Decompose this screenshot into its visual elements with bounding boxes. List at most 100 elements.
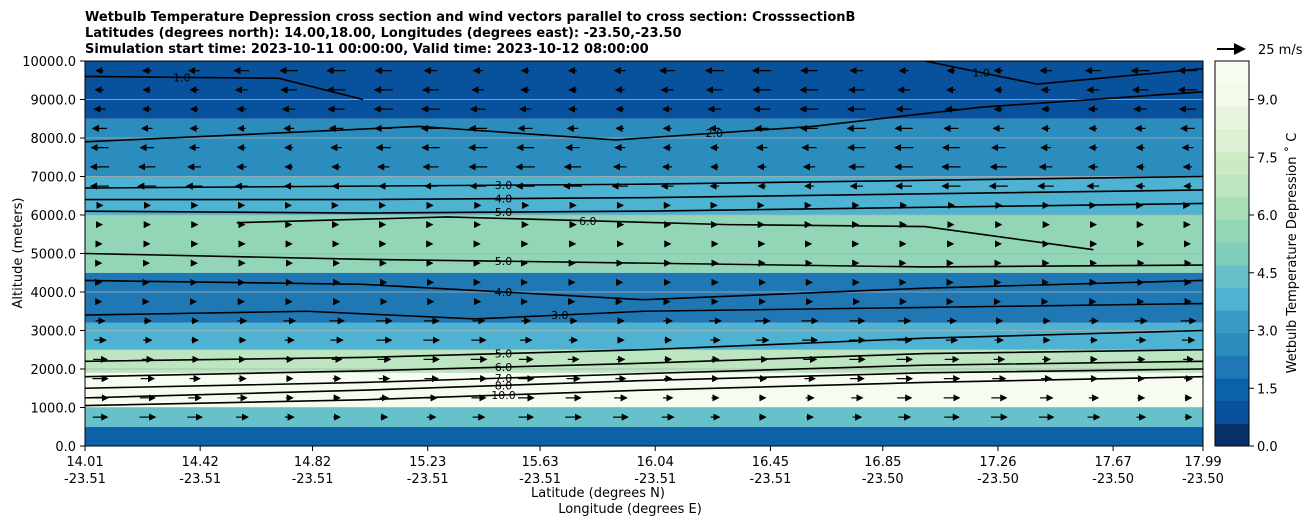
contour-label-11: 3.0	[495, 179, 513, 192]
x-tick-label-lat-10: 17.99	[1184, 455, 1221, 470]
contour-line-10	[85, 189, 1203, 201]
contour-label-12: 2.0	[705, 127, 723, 140]
colorbar-segment-4	[1215, 332, 1249, 356]
x-tick-label-lon-0: -23.51	[64, 472, 106, 487]
shading-band-5	[85, 272, 1203, 323]
contour-line-11	[85, 175, 1203, 189]
y-tick-label-2: 2000.0	[31, 363, 77, 378]
x-tick-label-lat-5: 16.04	[637, 455, 674, 470]
x-tick-label-lat-7: 16.85	[864, 455, 901, 470]
colorbar-segment-15	[1215, 83, 1249, 107]
contour-label-4: 5.0	[495, 348, 513, 361]
colorbar-segment-8	[1215, 242, 1249, 266]
y-tick-label-3: 3000.0	[31, 325, 77, 340]
colorbar-segment-0	[1215, 423, 1249, 447]
contour-label-13: 1.0	[173, 71, 191, 84]
x-tick-label-lat-6: 16.45	[752, 455, 789, 470]
colorbar-segment-2	[1215, 378, 1249, 402]
chart-title-line-2: Latitudes (degrees north): 14.00,18.00, …	[85, 26, 682, 41]
colorbar-segment-1	[1215, 400, 1249, 424]
contour-label-7: 5.0	[495, 255, 513, 268]
x-tick-label-lat-0: 14.01	[66, 455, 103, 470]
colorbar-segment-11	[1215, 174, 1249, 198]
colorbar-tick-label-3: 4.5	[1257, 267, 1278, 282]
contour-line-13	[85, 75, 364, 101]
colorbar-tick-label-1: 1.5	[1257, 382, 1278, 397]
plot-area: 10.08.07.06.05.03.04.05.06.05.04.03.02.0…	[84, 60, 1204, 447]
x-tick-label-lon-2: -23.51	[292, 472, 334, 487]
colorbar-segment-14	[1215, 106, 1249, 130]
x-tick-label-lon-4: -23.51	[519, 472, 561, 487]
colorbar: 0.0 1.5 3.0 4.5 6.0 7.5 9.0	[1214, 60, 1278, 455]
colorbar-tick-label-5: 7.5	[1257, 151, 1278, 166]
contour-line-7	[85, 252, 1203, 268]
colorbar-label: Wetbulb Temperature Depression ˚ C	[1284, 133, 1300, 374]
colorbar-segment-10	[1215, 196, 1249, 221]
y-tick-label-8: 8000.0	[31, 132, 77, 147]
y-tick-label-10: 10000.0	[22, 55, 76, 70]
shading-band-3	[85, 349, 1203, 373]
contour-line-0	[85, 375, 1203, 407]
shading-band-4	[85, 322, 1203, 350]
shading-band-6	[85, 215, 1203, 273]
contour-label-1: 8.0	[495, 379, 513, 392]
contour-label-10: 4.0	[495, 193, 513, 206]
y-axis: 0.0 1000.0 2000.0 3000.0 4000.0 5000.0 6000.0 7…	[22, 55, 85, 455]
y-axis-label: Altitude (meters)	[11, 198, 26, 309]
contour-line-2	[85, 360, 1203, 390]
shading-band-0	[85, 426, 1203, 446]
x-axis-label-latitude: Latitude (degrees N)	[531, 486, 665, 501]
contour-line-6	[85, 279, 1203, 301]
x-tick-label-lat-8: 17.26	[979, 455, 1016, 470]
colorbar-tick-label-6: 9.0	[1257, 94, 1278, 109]
colorbar-segment-16	[1215, 61, 1249, 85]
contour-line-14	[924, 61, 1203, 85]
x-tick-label-lat-1: 14.42	[182, 455, 219, 470]
y-tick-label-9: 9000.0	[31, 94, 77, 109]
x-tick-label-lat-4: 15.63	[521, 455, 558, 470]
contour-label-0: 10.0	[491, 389, 516, 402]
x-tick-label-lon-8: -23.50	[977, 472, 1019, 487]
x-tick-label-lon-10: -23.50	[1182, 472, 1224, 487]
colorbar-segment-13	[1215, 128, 1249, 153]
contour-line-5	[85, 302, 1203, 320]
x-axis-label-longitude: Longitude (degrees E)	[558, 502, 702, 517]
contour-line-1	[85, 368, 1203, 399]
x-tick-label-lon-5: -23.51	[634, 472, 676, 487]
contour-label-3: 6.0	[495, 361, 513, 374]
y-tick-label-0: 0.0	[55, 440, 76, 455]
colorbar-segment-7	[1215, 264, 1249, 288]
colorbar-segment-6	[1215, 287, 1249, 311]
contour-line-12	[85, 91, 1203, 143]
chart-title-line-3: Simulation start time: 2023-10-11 00:00:…	[85, 42, 649, 57]
contour-label-2: 7.0	[495, 372, 513, 385]
x-axis: 14.01 -23.51 14.42 -23.51 14.82 -23.51 15.23 -2…	[64, 446, 1224, 487]
contour-label-6: 4.0	[495, 286, 513, 299]
x-tick-label-lon-9: -23.50	[1092, 472, 1134, 487]
shading-band-8	[85, 118, 1203, 177]
x-tick-label-lat-2: 14.82	[294, 455, 331, 470]
x-tick-label-lat-9: 17.67	[1095, 455, 1132, 470]
contour-line-4	[85, 329, 1203, 363]
x-tick-label-lon-6: -23.51	[749, 472, 791, 487]
contour-line-9	[85, 202, 1203, 214]
colorbar-segment-5	[1215, 310, 1249, 334]
x-tick-label-lon-1: -23.51	[179, 472, 221, 487]
colorbar-segment-9	[1215, 219, 1249, 243]
contour-label-14: 1.0	[972, 67, 990, 80]
chart-title-line-1: Wetbulb Temperature Depression cross sec…	[85, 10, 855, 25]
colorbar-tick-label-2: 3.0	[1257, 325, 1278, 340]
y-tick-label-7: 7000.0	[31, 171, 77, 186]
y-tick-label-1: 1000.0	[31, 402, 77, 417]
shading-band-9	[85, 61, 1203, 119]
x-tick-label-lon-3: -23.51	[407, 472, 449, 487]
colorbar-frame	[1214, 60, 1250, 447]
colorbar-segment-3	[1215, 355, 1249, 379]
colorbar-tick-label-0: 0.0	[1257, 440, 1278, 455]
x-tick-label-lon-7: -23.50	[862, 472, 904, 487]
colorbar-segment-12	[1215, 151, 1249, 175]
contour-label-5: 3.0	[551, 309, 569, 322]
contour-label-8: 6.0	[579, 215, 597, 228]
colorbar-tick-label-4: 6.0	[1257, 209, 1278, 224]
